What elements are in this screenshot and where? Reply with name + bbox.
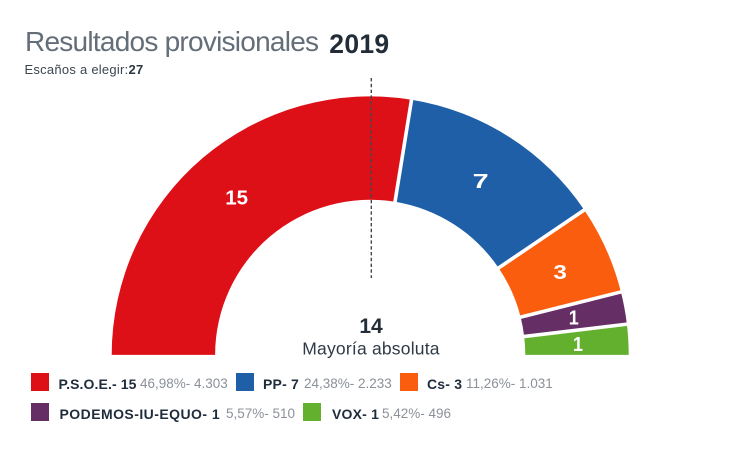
svg-text:Mayoría absoluta: Mayoría absoluta	[302, 339, 440, 359]
svg-text:1: 1	[569, 306, 579, 329]
svg-text:15: 15	[225, 186, 248, 209]
svg-text:7: 7	[473, 170, 489, 193]
svg-text:14: 14	[359, 315, 383, 338]
svg-text:3: 3	[553, 261, 567, 284]
svg-text:1: 1	[573, 333, 583, 356]
